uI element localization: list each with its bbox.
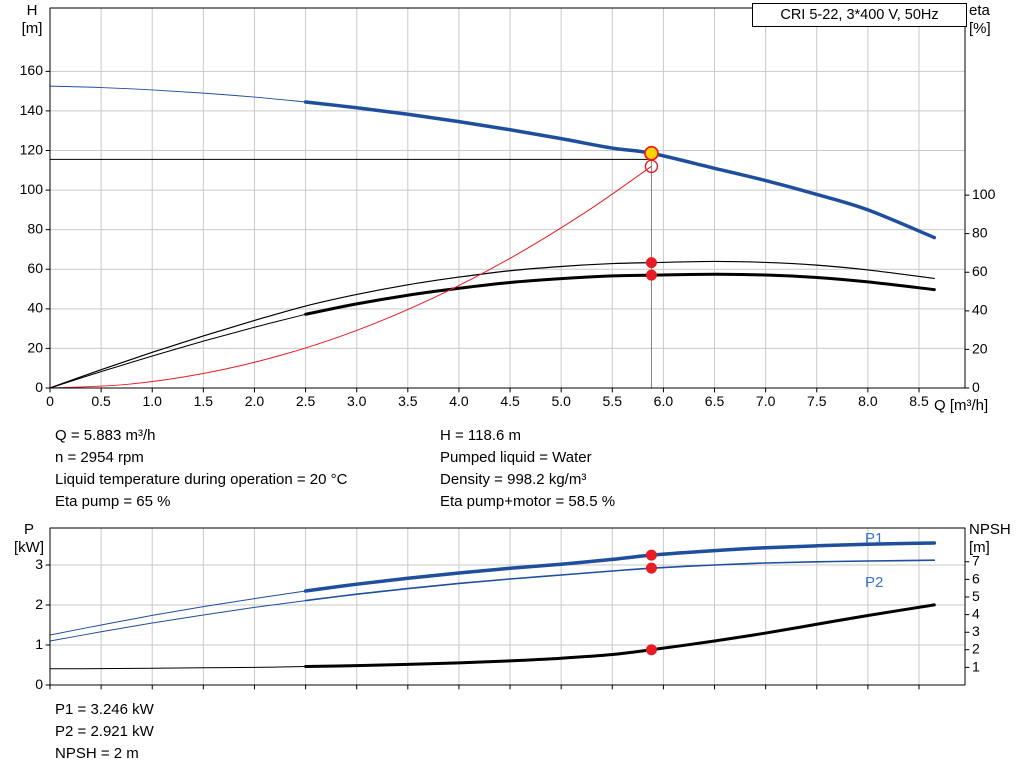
flow-axis-title: Q [m³/h] — [934, 397, 989, 414]
power-axis-title: P [kW] — [8, 521, 50, 557]
info-flow: Q = 5.883 m³/h — [55, 427, 156, 444]
duty-info-left-column: Q = 5.883 m³/h n = 2954 rpm Liquid tempe… — [55, 427, 347, 515]
pump-title-box: CRI 5-22, 3*400 V, 50Hz — [752, 3, 967, 27]
power-axis-symbol: P — [23, 521, 34, 538]
head-flow-chart-canvas — [0, 0, 1024, 420]
p1-curve-label: P1 — [865, 530, 884, 547]
eta-axis-symbol: eta — [969, 2, 990, 19]
eta-axis-title: eta [%] — [969, 2, 1019, 38]
info-density: Density = 998.2 kg/m³ — [440, 471, 587, 488]
head-axis-title: H [m] — [12, 2, 52, 38]
info-head: H = 118.6 m — [440, 427, 522, 444]
npsh-axis-symbol: NPSH — [969, 521, 1011, 538]
npsh-axis-title: NPSH [m] — [969, 521, 1023, 557]
info-liquid-temperature: Liquid temperature during operation = 20… — [55, 471, 348, 488]
head-axis-unit: [m] — [21, 20, 43, 37]
power-axis-unit: [kW] — [14, 539, 44, 556]
power-npsh-chart-canvas — [0, 520, 1024, 700]
info-p1: P1 = 3.246 kW — [55, 701, 154, 718]
duty-info-right-column: H = 118.6 m Pumped liquid = Water Densit… — [440, 427, 615, 515]
info-speed: n = 2954 rpm — [55, 449, 144, 466]
info-p2: P2 = 2.921 kW — [55, 723, 154, 740]
eta-axis-unit: [%] — [969, 20, 991, 37]
info-pumped-liquid: Pumped liquid = Water — [440, 449, 592, 466]
power-info-column: P1 = 3.246 kW P2 = 2.921 kW NPSH = 2 m — [55, 701, 154, 767]
info-eta-pump-motor: Eta pump+motor = 58.5 % — [440, 493, 616, 510]
info-eta-pump: Eta pump = 65 % — [55, 493, 171, 510]
npsh-axis-unit: [m] — [969, 539, 990, 556]
head-axis-symbol: H — [26, 2, 38, 19]
p2-curve-label: P2 — [865, 574, 884, 591]
info-npsh: NPSH = 2 m — [55, 745, 139, 762]
